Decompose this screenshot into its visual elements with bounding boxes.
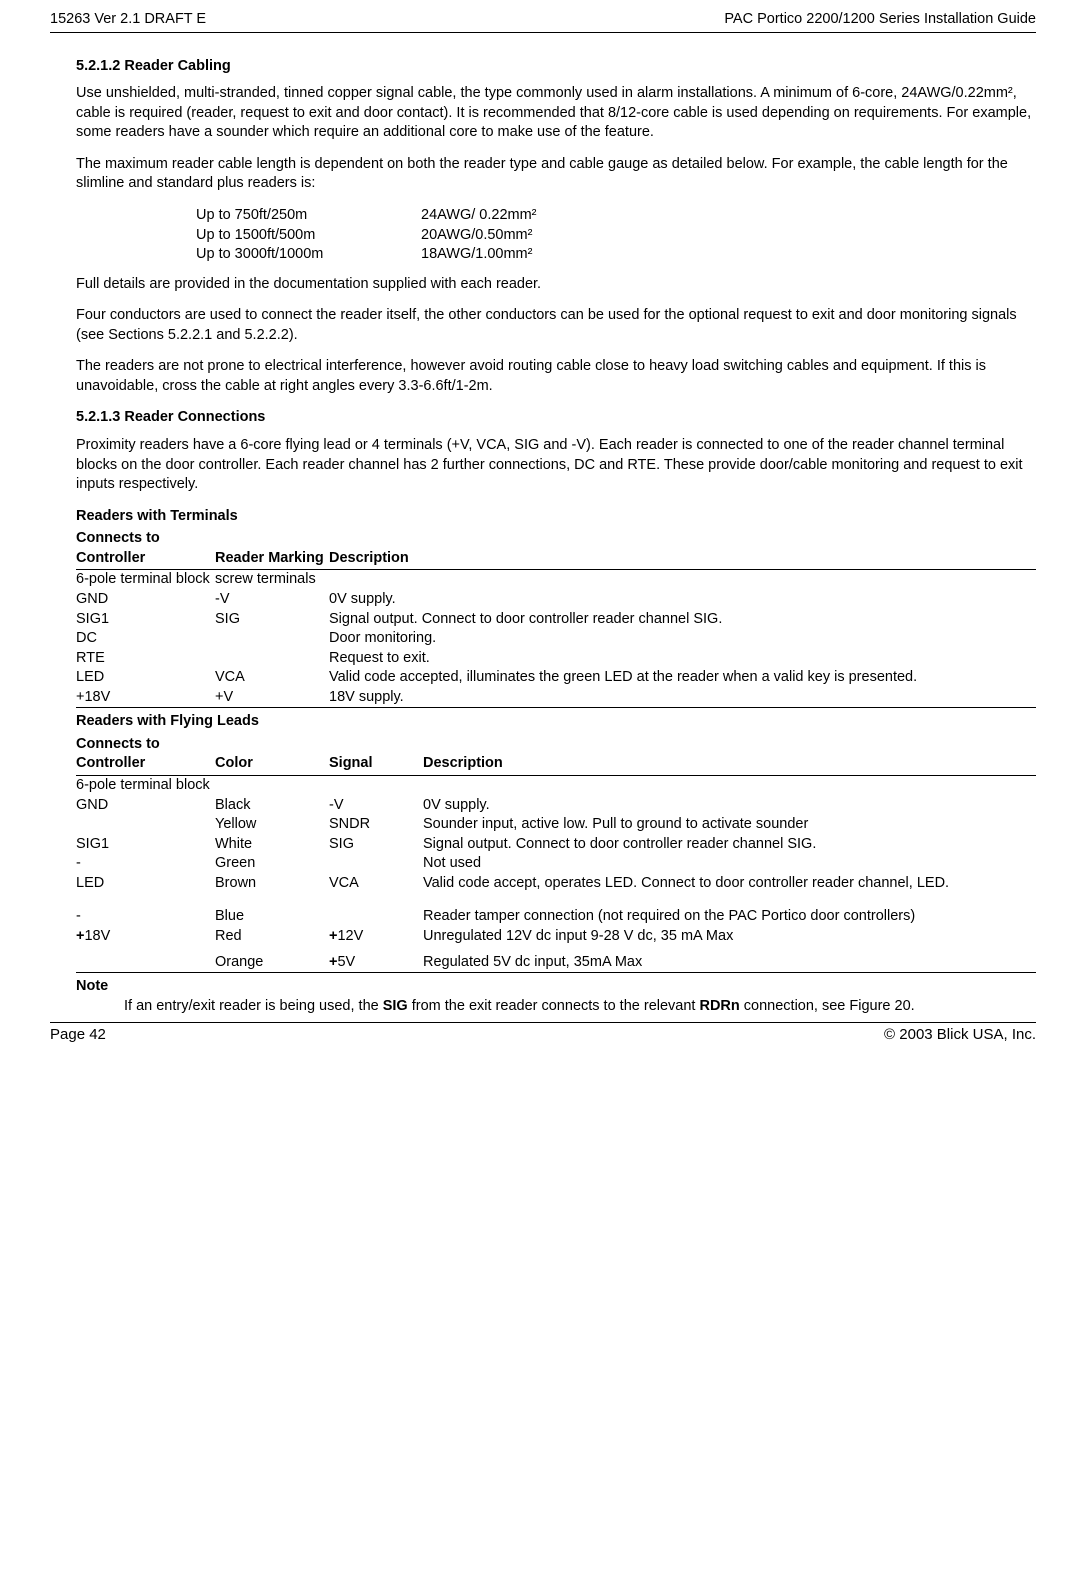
cell-desc: Valid code accept, operates LED. Connect… [423, 874, 1036, 894]
cell-desc: Unregulated 12V dc input 9-28 V dc, 35 m… [423, 927, 1036, 947]
cell-desc: 0V supply. [423, 796, 1036, 816]
cell-signal [329, 893, 423, 907]
cell-desc: Valid code accepted, illuminates the gre… [329, 668, 1036, 688]
cell-desc: Reader tamper connection (not required o… [423, 907, 1036, 927]
cell-color: Brown [215, 874, 329, 894]
cell-connects: SIG1 [76, 835, 215, 855]
terminals-title: Readers with Terminals [76, 507, 1036, 527]
cell-marking: VCA [215, 668, 329, 688]
gauge-dist: Up to 3000ft/1000m [196, 245, 421, 265]
cell-color: White [215, 835, 329, 855]
th-desc: Description [329, 528, 1036, 570]
header-left: 15263 Ver 2.1 DRAFT E [50, 10, 206, 30]
paragraph: The maximum reader cable length is depen… [76, 155, 1036, 194]
page-header: 15263 Ver 2.1 DRAFT E PAC Portico 2200/1… [50, 10, 1036, 33]
cell-color: Blue [215, 907, 329, 927]
cell-signal: SIG [329, 835, 423, 855]
th-connects: Connects to Controller [76, 734, 215, 776]
paragraph: Full details are provided in the documen… [76, 275, 1036, 295]
cell-connects: 6-pole terminal block [76, 776, 215, 796]
cell-connects: 6-pole terminal block [76, 570, 215, 590]
cell-desc: Door monitoring. [329, 629, 1036, 649]
paragraph: Proximity readers have a 6-core flying l… [76, 436, 1036, 495]
cell-desc: Request to exit. [329, 649, 1036, 669]
cell-marking: screw terminals [215, 570, 329, 590]
heading-5-2-1-2: 5.2.1.2 Reader Cabling [76, 57, 1036, 77]
gauge-spec: 18AWG/1.00mm² [421, 245, 532, 265]
cell-color: Yellow [215, 815, 329, 835]
cable-gauge-table: Up to 750ft/250m24AWG/ 0.22mm² Up to 150… [196, 206, 1036, 265]
cell-connects: - [76, 907, 215, 927]
flying-title: Readers with Flying Leads [76, 712, 1036, 732]
cell-signal [329, 854, 423, 874]
cell-color: Black [215, 796, 329, 816]
cell-connects: LED [76, 874, 215, 894]
cell-desc: Regulated 5V dc input, 35mA Max [423, 947, 1036, 973]
cell-color: Orange [215, 947, 329, 973]
flying-leads-table: Connects to Controller Color Signal Desc… [76, 734, 1036, 973]
cell-desc: Not used [423, 854, 1036, 874]
cell-signal: -V [329, 796, 423, 816]
footer-left: Page 42 [50, 1025, 106, 1045]
gauge-spec: 20AWG/0.50mm² [421, 226, 532, 246]
cell-signal [329, 776, 423, 796]
cell-desc [329, 570, 1036, 590]
cell-color: Green [215, 854, 329, 874]
cell-connects [76, 947, 215, 973]
paragraph: The readers are not prone to electrical … [76, 357, 1036, 396]
note-block: Note If an entry/exit reader is being us… [76, 977, 1036, 1016]
th-signal: Signal [329, 734, 423, 776]
cell-connects: GND [76, 590, 215, 610]
cell-connects: DC [76, 629, 215, 649]
gauge-dist: Up to 750ft/250m [196, 206, 421, 226]
cell-desc: Signal output. Connect to door controlle… [329, 610, 1036, 630]
th-connects: Connects to Controller [76, 528, 215, 570]
paragraph: Four conductors are used to connect the … [76, 306, 1036, 345]
cell-desc: 18V supply. [329, 688, 1036, 708]
heading-5-2-1-3: 5.2.1.3 Reader Connections [76, 408, 1036, 428]
cell-marking: -V [215, 590, 329, 610]
cell-connects [76, 893, 215, 907]
cell-marking: SIG [215, 610, 329, 630]
paragraph: Use unshielded, multi-stranded, tinned c… [76, 84, 1036, 143]
th-color: Color [215, 734, 329, 776]
page-footer: Page 42 © 2003 Blick USA, Inc. [50, 1022, 1036, 1045]
cell-connects: RTE [76, 649, 215, 669]
th-desc: Description [423, 734, 1036, 776]
cell-connects: LED [76, 668, 215, 688]
cell-desc: Sounder input, active low. Pull to groun… [423, 815, 1036, 835]
cell-color [215, 776, 329, 796]
note-body: If an entry/exit reader is being used, t… [124, 997, 1036, 1017]
header-right: PAC Portico 2200/1200 Series Installatio… [724, 10, 1036, 30]
footer-right: © 2003 Blick USA, Inc. [884, 1025, 1036, 1045]
cell-color [215, 893, 329, 907]
gauge-dist: Up to 1500ft/500m [196, 226, 421, 246]
cell-connects: +18V [76, 688, 215, 708]
th-marking: Reader Marking [215, 528, 329, 570]
cell-marking [215, 649, 329, 669]
cell-signal: +5V [329, 947, 423, 973]
gauge-spec: 24AWG/ 0.22mm² [421, 206, 537, 226]
cell-signal [329, 907, 423, 927]
cell-connects: GND [76, 796, 215, 816]
note-label: Note [76, 978, 108, 994]
cell-marking [215, 629, 329, 649]
cell-desc: Signal output. Connect to door controlle… [423, 835, 1036, 855]
cell-signal: SNDR [329, 815, 423, 835]
cell-marking: +V [215, 688, 329, 708]
terminals-table: Connects to Controller Reader Marking De… [76, 528, 1036, 708]
cell-desc [423, 776, 1036, 796]
cell-connects: SIG1 [76, 610, 215, 630]
cell-connects: +18V [76, 927, 215, 947]
cell-signal: VCA [329, 874, 423, 894]
cell-connects [76, 815, 215, 835]
cell-desc [423, 893, 1036, 907]
cell-desc: 0V supply. [329, 590, 1036, 610]
cell-color: Red [215, 927, 329, 947]
cell-connects: - [76, 854, 215, 874]
cell-signal: +12V [329, 927, 423, 947]
